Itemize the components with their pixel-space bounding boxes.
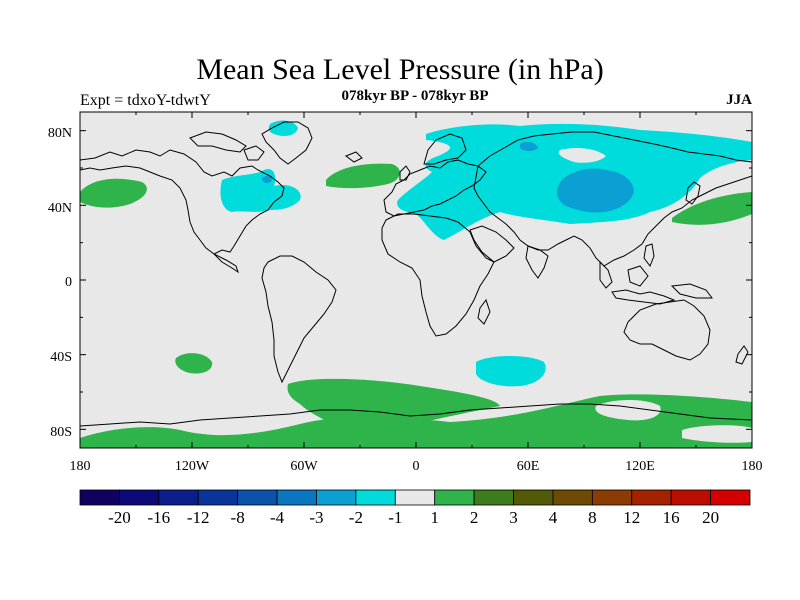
colorbar-swatch <box>394 489 436 506</box>
season-label: JJA <box>726 92 752 108</box>
colorbar-swatch <box>710 489 751 506</box>
coast-iceland <box>344 151 363 163</box>
colorbar-label: -3 <box>309 508 323 527</box>
coast-asia <box>473 131 752 267</box>
colorbar-swatch <box>434 489 475 506</box>
coast-south-america <box>261 255 337 384</box>
colorbar-label: -8 <box>231 508 245 527</box>
colorbar-label: 8 <box>588 508 597 527</box>
coast-scandinavia <box>423 133 467 165</box>
colorbar-swatch <box>513 489 554 506</box>
colorbar-label: -1 <box>388 508 402 527</box>
north-atlantic-region <box>326 163 400 189</box>
coast-madagascar <box>477 298 491 325</box>
lat-tick-label: 40S <box>50 350 72 365</box>
coast-indonesia <box>611 289 676 305</box>
colorbar-swatch <box>591 489 633 506</box>
coast-new-guinea <box>670 283 713 299</box>
coast-greenland <box>261 121 313 165</box>
coast-japan <box>685 181 701 205</box>
coast-philippines <box>643 243 655 268</box>
coastlines <box>80 121 752 427</box>
map-plot-area <box>80 112 752 448</box>
north-america-core-region <box>262 175 272 183</box>
colorbar-label: -4 <box>270 508 285 527</box>
plot-title: Mean Sea Level Pressure (in hPa) <box>196 53 604 86</box>
colorbar-label: 12 <box>623 508 640 527</box>
colorbar-swatch <box>119 489 160 506</box>
lat-tick-label: 40N <box>48 201 72 216</box>
coast-southeast-asia <box>599 260 613 289</box>
coast-arctic-islands <box>189 131 247 153</box>
central-asia-core-region <box>557 168 634 213</box>
experiment-label: Expt = tdxoY-tdwtY <box>80 92 211 109</box>
north-pacific-east-region <box>672 192 752 225</box>
coast-arabia <box>469 225 515 263</box>
colorbar-label: -2 <box>349 508 363 527</box>
tick-marks <box>79 112 753 448</box>
colorbar-swatch <box>79 489 120 506</box>
lon-tick-label: 60E <box>517 459 540 474</box>
siberia-hole <box>558 148 606 163</box>
lon-tick-label: 120W <box>175 459 210 474</box>
coast-baffin <box>243 145 265 161</box>
coast-uk <box>399 165 411 181</box>
colorbar-label: 2 <box>470 508 479 527</box>
lat-tick-label: 80S <box>50 425 72 440</box>
colorbar-swatch <box>237 489 278 506</box>
colorbar: -20 -16 -12 -8 -4 -3 -2 -1 1 2 3 4 8 12 16 20 <box>79 489 751 527</box>
lon-tick-label: 180 <box>70 459 91 474</box>
colorbar-swatch <box>670 489 711 506</box>
colorbar-label: 1 <box>430 508 439 527</box>
coast-europe <box>383 159 487 217</box>
colorbar-swatch <box>631 489 672 506</box>
colorbar-label: 16 <box>663 508 680 527</box>
colorbar-label: 20 <box>702 508 719 527</box>
colorbar-label: 3 <box>509 508 518 527</box>
lon-tick-label: 180 <box>742 459 763 474</box>
coast-africa <box>381 213 495 337</box>
lon-tick-label: 120E <box>625 459 655 474</box>
coast-australia <box>623 299 711 361</box>
south-pacific-region <box>175 353 213 374</box>
longitude-ticks: 180 120W 60W 0 60E 120E 180 <box>70 459 763 474</box>
latitude-ticks: 80N 40N 0 40S 80S <box>48 126 72 440</box>
coast-borneo <box>627 265 649 287</box>
coast-new-zealand <box>735 345 749 365</box>
coast-antarctica <box>80 403 752 427</box>
colorbar-label: 4 <box>549 508 558 527</box>
arctic-core-region <box>520 141 538 151</box>
antarctic-region <box>80 394 752 448</box>
positive-anomaly-regions <box>80 163 752 448</box>
colorbar-swatch <box>552 489 593 506</box>
colorbar-swatch <box>158 489 199 506</box>
greenland-arctic-region <box>268 120 298 136</box>
colorbar-swatch <box>355 489 396 506</box>
east-north-america-region <box>220 168 301 212</box>
colorbar-label: -20 <box>108 508 131 527</box>
plot-subtitle: 078kyr BP - 078kyr BP <box>341 88 489 104</box>
colorbar-swatch <box>316 489 357 506</box>
lon-tick-label: 60W <box>290 459 318 474</box>
colorbar-label: -16 <box>147 508 170 527</box>
coast-india <box>525 245 549 279</box>
lon-tick-label: 0 <box>413 459 420 474</box>
colorbar-swatch <box>276 489 317 506</box>
colorbar-swatch <box>197 489 239 506</box>
coast-north-america <box>80 149 285 274</box>
colorbar-label: -12 <box>187 508 210 527</box>
north-pacific-west-region <box>80 178 147 208</box>
lat-tick-label: 0 <box>65 275 72 290</box>
colorbar-swatch <box>473 489 514 506</box>
southern-indian-ocean-region <box>476 356 546 387</box>
southern-ocean-hole-2 <box>682 425 752 443</box>
lat-tick-label: 80N <box>48 126 72 141</box>
